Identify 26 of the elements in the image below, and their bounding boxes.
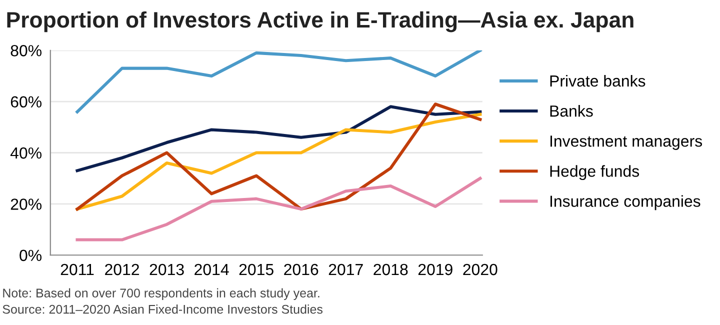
line-series [76,176,482,242]
legend-label: Banks [550,105,593,117]
x-tick-label: 2011 [60,264,94,276]
legend-label: Insurance companies [550,195,700,210]
y-tick-label: 40% [10,147,42,159]
legend-label: Hedge funds [550,165,640,180]
x-tick-label: 2016 [284,264,318,276]
x-tick-label: 2014 [194,264,229,276]
y-tick-label: 0% [20,250,42,262]
legend-label: Investment managers [550,136,702,150]
text: Note: Based on over 700 respondents in each study year. [3,288,320,300]
x-tick-label: 2019 [418,264,452,276]
x-tick-label: 2020 [463,264,498,276]
source-note: Source: 2011–2020 Asian Fixed-Income Investors Studies [2,304,323,314]
x-tick-label: 2012 [105,264,139,276]
line-series [76,105,482,172]
legend-label: Private banks [550,74,646,87]
x-tick-label: 2017 [328,264,363,276]
chart-title: Proportion of Investors Active in E-Trading—Asia ex. Japan [7,11,634,32]
y-tick-label: 20% [10,198,42,210]
y-tick-label: 80% [10,45,42,56]
line-series [76,50,482,114]
x-tick-label: 2018 [374,264,408,276]
x-tick-label: 2013 [150,264,184,276]
y-tick-label: 60% [10,96,42,108]
x-tick-label: 2015 [239,264,274,276]
